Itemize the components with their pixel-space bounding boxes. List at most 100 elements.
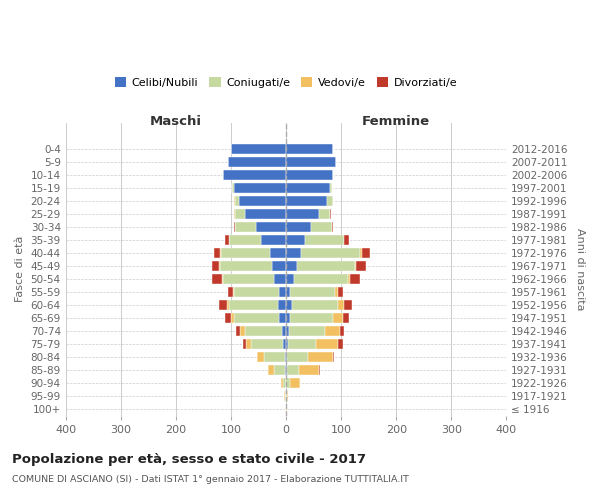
Bar <box>241 326 245 336</box>
Bar <box>286 209 319 219</box>
Bar <box>242 339 246 349</box>
Bar <box>256 222 286 232</box>
Bar <box>234 313 280 324</box>
Bar <box>219 300 227 310</box>
Bar <box>330 182 332 193</box>
Bar <box>286 235 305 245</box>
Bar <box>289 326 325 336</box>
Bar <box>286 182 330 193</box>
Bar <box>233 287 234 297</box>
Bar <box>286 339 288 349</box>
Bar <box>220 261 272 271</box>
Bar <box>286 248 301 258</box>
Bar <box>223 170 286 180</box>
Bar <box>234 182 286 193</box>
Bar <box>319 366 320 376</box>
Bar <box>286 196 328 206</box>
Bar <box>227 287 233 297</box>
Bar <box>286 366 287 376</box>
Bar <box>286 274 294 284</box>
Bar <box>222 274 223 284</box>
Bar <box>280 313 286 324</box>
Bar <box>340 326 344 336</box>
Bar <box>286 222 311 232</box>
Bar <box>261 235 286 245</box>
Bar <box>246 339 251 349</box>
Bar <box>301 248 361 258</box>
Bar <box>236 326 241 336</box>
Bar <box>231 144 286 154</box>
Bar <box>319 209 330 219</box>
Bar <box>288 339 316 349</box>
Bar <box>221 248 269 258</box>
Bar <box>344 300 352 310</box>
Bar <box>344 235 349 245</box>
Bar <box>335 287 338 297</box>
Bar <box>297 261 355 271</box>
Bar <box>290 287 335 297</box>
Bar <box>338 300 344 310</box>
Bar <box>299 366 319 376</box>
Bar <box>338 287 343 297</box>
Bar <box>356 261 366 271</box>
Bar <box>278 300 286 310</box>
Bar <box>280 287 286 297</box>
Bar <box>212 261 220 271</box>
Bar <box>283 378 286 388</box>
Text: Maschi: Maschi <box>150 116 202 128</box>
Bar <box>287 352 308 362</box>
Bar <box>361 248 362 258</box>
Bar <box>290 313 333 324</box>
Bar <box>257 352 264 362</box>
Bar <box>214 248 220 258</box>
Bar <box>286 156 335 167</box>
Bar <box>286 287 290 297</box>
Bar <box>305 235 344 245</box>
Y-axis label: Fasce di età: Fasce di età <box>15 236 25 302</box>
Text: Femmine: Femmine <box>362 116 430 128</box>
Bar <box>223 274 274 284</box>
Text: COMUNE DI ASCIANO (SI) - Dati ISTAT 1° gennaio 2017 - Elaborazione TUTTITALIA.IT: COMUNE DI ASCIANO (SI) - Dati ISTAT 1° g… <box>12 475 409 484</box>
Bar <box>294 274 348 284</box>
Bar <box>311 222 332 232</box>
Bar <box>348 274 350 284</box>
Bar <box>333 352 334 362</box>
Bar <box>251 339 283 349</box>
Bar <box>227 300 229 310</box>
Bar <box>328 196 333 206</box>
Bar <box>234 222 235 232</box>
Bar <box>264 352 285 362</box>
Bar <box>325 326 340 336</box>
Bar <box>286 144 333 154</box>
Bar <box>338 339 343 349</box>
Bar <box>332 222 334 232</box>
Bar <box>274 366 285 376</box>
Bar <box>226 313 231 324</box>
Bar <box>343 313 349 324</box>
Bar <box>245 209 286 219</box>
Bar <box>316 339 338 349</box>
Text: Popolazione per età, sesso e stato civile - 2017: Popolazione per età, sesso e stato civil… <box>12 452 366 466</box>
Legend: Celibi/Nubili, Coniugati/e, Vedovi/e, Divorziati/e: Celibi/Nubili, Coniugati/e, Vedovi/e, Di… <box>110 72 461 92</box>
Bar <box>268 366 274 376</box>
Bar <box>286 300 292 310</box>
Bar <box>235 222 256 232</box>
Bar <box>232 182 234 193</box>
Bar <box>239 196 286 206</box>
Bar <box>234 287 280 297</box>
Bar <box>362 248 370 258</box>
Bar <box>286 378 290 388</box>
Bar <box>286 313 290 324</box>
Bar <box>333 313 343 324</box>
Bar <box>286 170 333 180</box>
Bar <box>231 313 234 324</box>
Bar <box>286 261 297 271</box>
Bar <box>350 274 360 284</box>
Bar <box>235 196 239 206</box>
Bar <box>282 326 286 336</box>
Y-axis label: Anni di nascita: Anni di nascita <box>575 228 585 310</box>
Bar <box>212 274 222 284</box>
Bar <box>229 300 278 310</box>
Bar <box>285 366 286 376</box>
Bar <box>355 261 356 271</box>
